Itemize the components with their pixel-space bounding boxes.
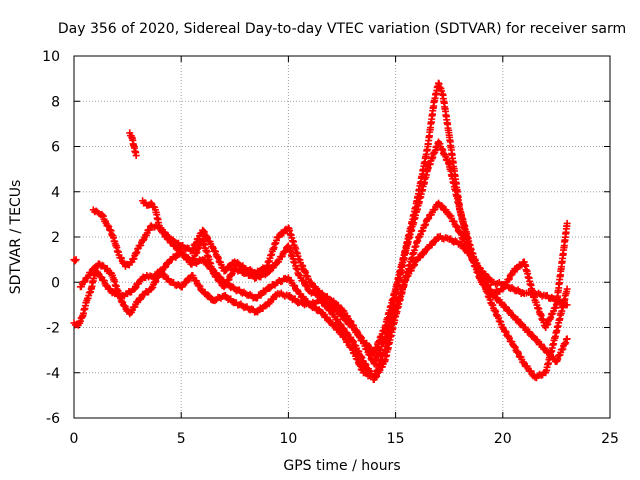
data-point: [373, 372, 381, 380]
data-point: [97, 273, 105, 281]
data-point: [502, 328, 510, 336]
data-point: [104, 221, 112, 229]
data-point: [302, 281, 310, 289]
y-tick-label: 8: [51, 94, 60, 110]
y-tick-label: -4: [46, 366, 60, 382]
data-point: [221, 267, 229, 275]
y-tick-label: 6: [51, 140, 60, 156]
x-tick-label: 0: [70, 431, 79, 447]
data-point: [293, 286, 301, 294]
data-point: [246, 290, 254, 298]
data-point: [419, 250, 427, 258]
series-track-4: [139, 79, 571, 356]
data-point: [266, 284, 274, 292]
data-point: [453, 222, 461, 230]
data-point: [480, 280, 488, 288]
data-point: [246, 265, 254, 273]
data-point: [204, 234, 212, 242]
data-point: [205, 292, 213, 300]
data-point: [265, 268, 273, 276]
y-tick-label: 2: [51, 230, 60, 246]
data-point: [431, 237, 439, 245]
data-point: [362, 361, 370, 369]
data-point: [228, 271, 236, 279]
data-point: [71, 257, 79, 265]
data-point: [228, 270, 236, 278]
data-point: [307, 279, 315, 287]
data-point: [501, 327, 509, 335]
y-tick-label: 10: [42, 49, 60, 65]
data-point: [147, 199, 155, 207]
data-point: [131, 284, 139, 292]
data-point: [361, 360, 369, 368]
series-offset-start: [70, 256, 80, 265]
x-tick-label: 20: [494, 431, 512, 447]
data-point: [72, 256, 80, 264]
data-point: [514, 349, 522, 357]
data-point: [357, 333, 365, 341]
data-point: [342, 316, 350, 324]
data-point: [438, 202, 446, 210]
data-point: [563, 219, 571, 227]
y-tick-label: -2: [46, 321, 60, 337]
data-point: [501, 303, 509, 311]
data-point: [105, 223, 113, 231]
data-point: [505, 276, 513, 284]
data-point: [563, 335, 571, 343]
data-point: [339, 324, 347, 332]
x-tick-label: 5: [177, 431, 186, 447]
x-tick-labels: 0 5 10 15 20 25: [70, 431, 619, 447]
series-track-5: [126, 129, 140, 160]
data-point: [505, 275, 513, 283]
data-point: [499, 285, 507, 293]
y-tick-label: -6: [46, 411, 60, 427]
data-point: [453, 223, 461, 231]
y-tick-label: 4: [51, 185, 60, 201]
x-tick-label: 25: [601, 431, 619, 447]
data-point: [195, 281, 203, 289]
data-point: [517, 319, 525, 327]
chart-title: Day 356 of 2020, Sidereal Day-to-day VTE…: [58, 21, 626, 37]
x-tick-label: 10: [279, 431, 297, 447]
data-point: [372, 373, 380, 381]
y-axis-label: SDTVAR / TECUs: [8, 180, 24, 295]
data-point: [330, 303, 338, 311]
x-tick-label: 15: [387, 431, 405, 447]
data-point: [563, 285, 571, 293]
x-axis-label: GPS time / hours: [283, 458, 400, 474]
data-point: [281, 248, 289, 256]
data-point: [132, 152, 140, 160]
y-tick-labels: -6 -4 -2 0 2 4 6 8 10: [42, 49, 60, 427]
y-tick-label: 0: [51, 275, 60, 291]
data-point: [563, 301, 571, 309]
data-point: [139, 237, 147, 245]
data-point: [485, 274, 493, 282]
data-point: [80, 278, 88, 286]
data-point: [233, 259, 241, 267]
data-points: [70, 79, 571, 384]
